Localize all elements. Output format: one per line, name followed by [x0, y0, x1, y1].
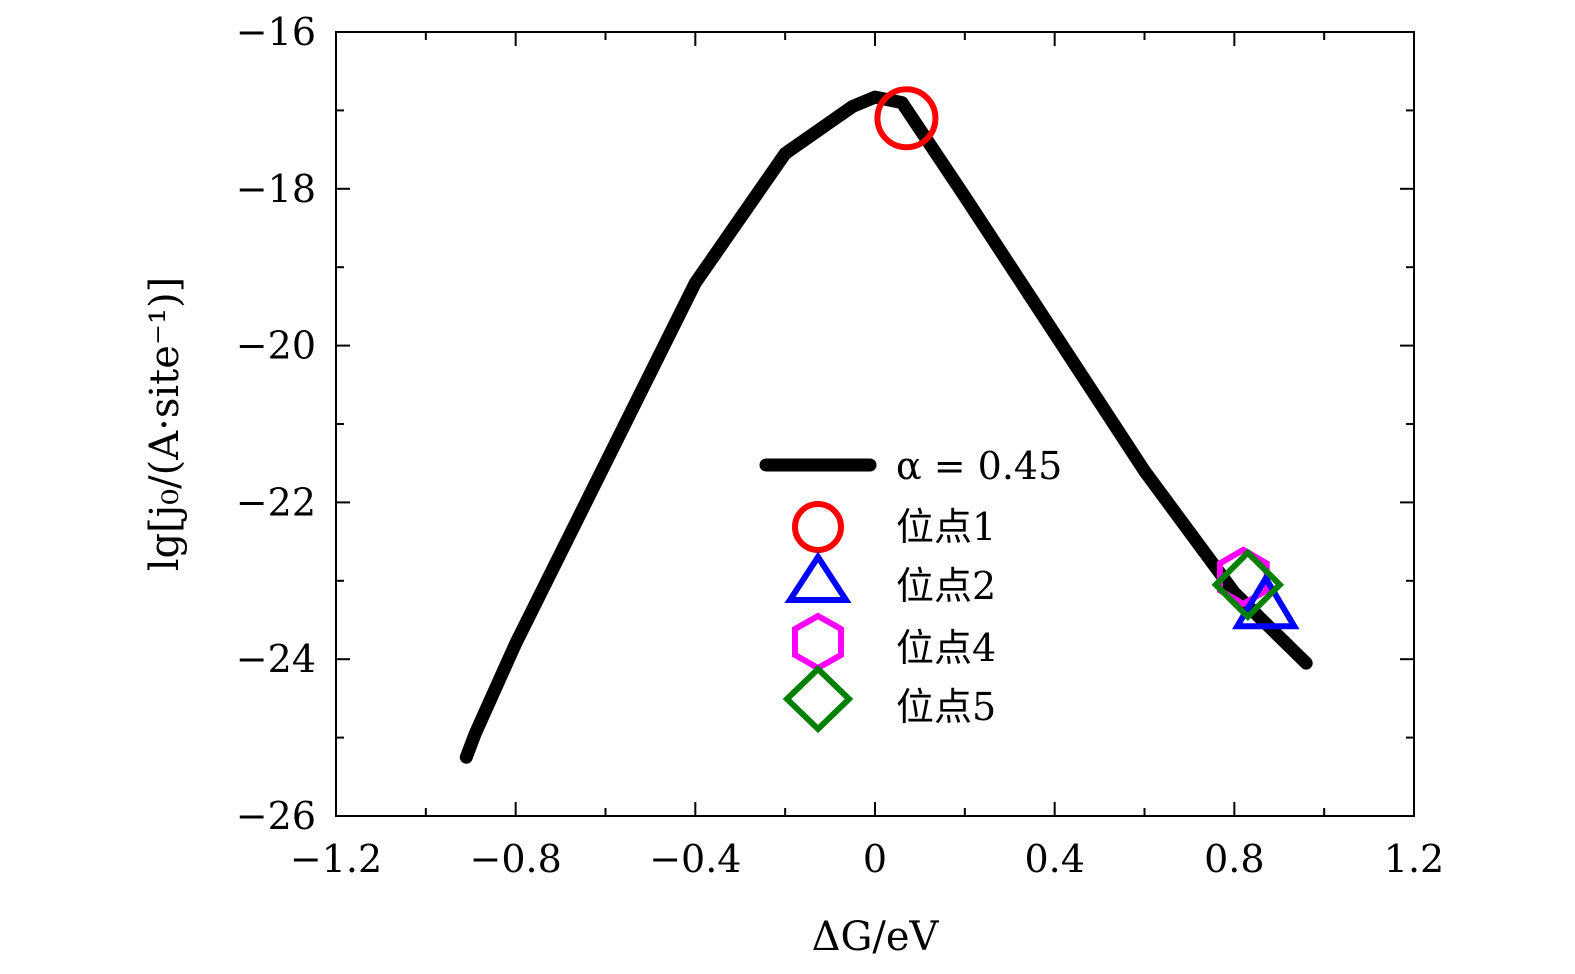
y-tick-label: −20	[236, 324, 316, 368]
x-axis-label: ΔG/eV	[812, 914, 940, 960]
marker-hexagon	[1216, 546, 1270, 608]
legend-marker-triangle	[784, 551, 852, 603]
x-tick-label: −0.8	[470, 837, 562, 881]
series-line-alpha	[459, 90, 1313, 764]
axis-ticks	[335, 31, 1415, 817]
legend: α = 0.45 位点1 位点2 位点4 位点5	[759, 444, 1062, 734]
y-tick-label: −22	[236, 480, 316, 524]
x-tick-label: 0.4	[1024, 837, 1084, 881]
y-tick-label: −24	[236, 637, 316, 681]
series-markers	[874, 86, 1300, 630]
y-axis-label: lg[j₀/(A·site⁻¹)]	[142, 277, 188, 572]
x-tick-label: 0	[863, 837, 887, 881]
legend-label-site4: 位点4	[896, 626, 996, 670]
x-tick-label: −1.2	[290, 837, 382, 881]
x-tick-label: 0.8	[1204, 837, 1264, 881]
x-tick-label: −0.4	[649, 837, 741, 881]
marker-triangle	[1232, 572, 1300, 630]
y-tick-label: −18	[236, 167, 316, 211]
legend-label-site1: 位点1	[896, 505, 996, 549]
legend-marker-diamond	[782, 664, 854, 734]
x-tick-label: 1.2	[1384, 837, 1444, 881]
legend-label-site2: 位点2	[896, 564, 996, 608]
axis-tick-labels: −1.2 −0.8 −0.4 0 0.4 0.8 1.2 −26 −24 −22 −20 −18 −16	[236, 10, 1444, 881]
marker-circle	[874, 86, 939, 151]
marker-diamond	[1211, 548, 1285, 621]
y-tick-label: −16	[236, 10, 316, 54]
legend-label-alpha: α = 0.45	[896, 444, 1062, 488]
legend-marker-circle	[792, 501, 844, 553]
legend-label-site5: 位点5	[896, 685, 996, 729]
legend-marker-hexagon	[792, 612, 844, 672]
y-tick-label: −26	[236, 794, 316, 838]
